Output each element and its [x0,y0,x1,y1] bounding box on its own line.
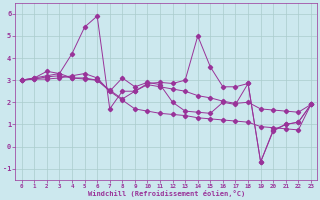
X-axis label: Windchill (Refroidissement éolien,°C): Windchill (Refroidissement éolien,°C) [88,190,245,197]
